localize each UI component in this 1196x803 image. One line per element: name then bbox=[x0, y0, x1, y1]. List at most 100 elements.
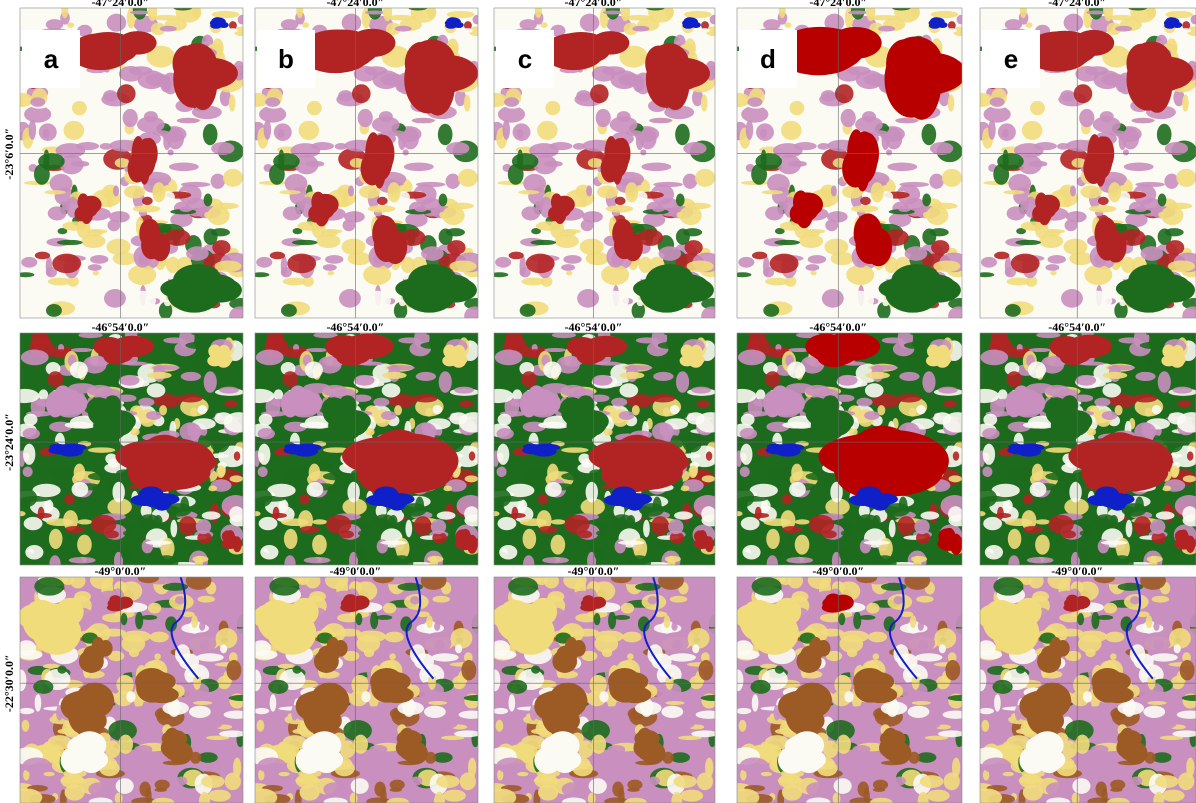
land-patch bbox=[607, 745, 625, 754]
land-patch bbox=[652, 206, 664, 212]
land-patch bbox=[727, 389, 757, 403]
land-patch bbox=[1110, 555, 1134, 571]
land-patch bbox=[1103, 372, 1128, 379]
land-feature bbox=[541, 735, 575, 758]
land-patch bbox=[487, 488, 511, 507]
land-patch bbox=[104, 289, 126, 308]
land-patch bbox=[424, 706, 446, 718]
land-patch bbox=[142, 197, 153, 205]
land-patch bbox=[338, 90, 353, 102]
land-feature bbox=[313, 34, 361, 60]
land-patch bbox=[946, 28, 956, 33]
land-patch bbox=[310, 9, 322, 14]
land-patch bbox=[648, 776, 660, 785]
land-patch bbox=[710, 15, 718, 25]
land-patch bbox=[762, 190, 783, 194]
land-patch bbox=[1181, 28, 1191, 33]
land-feature bbox=[104, 395, 122, 415]
land-patch bbox=[690, 751, 704, 772]
land-patch bbox=[536, 221, 561, 230]
land-patch bbox=[202, 511, 221, 519]
longitude-label: -46°54′0.0″ bbox=[1048, 320, 1106, 334]
land-patch bbox=[819, 629, 844, 637]
land-patch bbox=[134, 745, 152, 754]
land-patch bbox=[898, 206, 910, 212]
land-patch bbox=[226, 660, 241, 680]
land-patch bbox=[1173, 387, 1192, 394]
land-patch bbox=[175, 776, 187, 785]
land-patch bbox=[504, 97, 519, 107]
land-patch bbox=[223, 169, 243, 187]
land-patch bbox=[208, 790, 231, 802]
land-patch bbox=[122, 630, 151, 642]
land-patch bbox=[229, 695, 256, 701]
land-feature bbox=[1083, 153, 1104, 184]
land-patch bbox=[465, 187, 485, 205]
land-patch bbox=[107, 14, 127, 32]
land-patch bbox=[837, 375, 857, 386]
land-patch bbox=[858, 782, 869, 797]
land-patch bbox=[322, 385, 347, 396]
land-patch bbox=[13, 488, 37, 507]
land-feature bbox=[619, 686, 652, 703]
land-patch bbox=[1133, 394, 1157, 402]
land-patch bbox=[423, 632, 451, 653]
land-patch bbox=[733, 670, 744, 692]
land-patch bbox=[895, 118, 918, 124]
land-patch bbox=[416, 372, 436, 381]
land-patch bbox=[948, 515, 968, 527]
land-patch bbox=[431, 519, 446, 534]
land-patch bbox=[866, 603, 879, 614]
land-patch bbox=[273, 507, 280, 520]
land-patch bbox=[612, 764, 631, 780]
land-patch bbox=[119, 66, 143, 82]
land-patch bbox=[35, 694, 42, 711]
land-patch bbox=[364, 648, 374, 657]
land-patch bbox=[1168, 260, 1195, 272]
land-patch bbox=[458, 169, 478, 187]
land-patch bbox=[160, 75, 172, 92]
land-patch bbox=[75, 9, 87, 14]
land-patch bbox=[841, 109, 856, 127]
land-patch bbox=[518, 190, 539, 194]
page: {"panels": {"letters": ["a", "b", "c", "… bbox=[0, 0, 1196, 803]
land-patch bbox=[1048, 255, 1066, 264]
land-patch bbox=[413, 394, 437, 402]
land-patch bbox=[1035, 519, 1050, 524]
land-patch bbox=[381, 411, 396, 420]
land-patch bbox=[65, 526, 85, 533]
land-patch bbox=[860, 197, 871, 205]
land-patch bbox=[76, 142, 99, 150]
land-patch bbox=[997, 507, 1004, 520]
land-patch bbox=[107, 198, 114, 207]
longitude-label: -49°0′0.0″ bbox=[568, 564, 620, 578]
land-patch bbox=[428, 701, 447, 705]
land-patch bbox=[305, 362, 323, 379]
land-feature bbox=[1082, 452, 1148, 495]
land-patch bbox=[953, 451, 959, 460]
land-feature bbox=[1173, 22, 1182, 28]
land-patch bbox=[23, 758, 52, 774]
land-feature bbox=[1094, 217, 1117, 249]
land-feature bbox=[1123, 737, 1137, 754]
land-patch bbox=[563, 229, 581, 233]
land-patch bbox=[981, 720, 989, 732]
land-feature bbox=[750, 611, 799, 655]
land-patch bbox=[942, 169, 962, 187]
land-patch bbox=[199, 622, 205, 631]
land-patch bbox=[983, 414, 997, 426]
land-patch bbox=[461, 660, 476, 680]
land-patch bbox=[586, 482, 598, 503]
map-panel bbox=[244, 326, 488, 573]
land-patch bbox=[755, 507, 762, 520]
land-patch bbox=[212, 240, 230, 255]
land-patch bbox=[49, 469, 67, 480]
land-patch bbox=[920, 511, 939, 519]
land-patch bbox=[10, 389, 40, 403]
land-feature bbox=[167, 274, 222, 312]
land-patch bbox=[981, 257, 997, 268]
land-patch bbox=[259, 414, 273, 426]
land-patch bbox=[138, 398, 154, 407]
longitude-label: -46°54′0.0″ bbox=[565, 320, 623, 334]
land-patch bbox=[1093, 116, 1121, 132]
